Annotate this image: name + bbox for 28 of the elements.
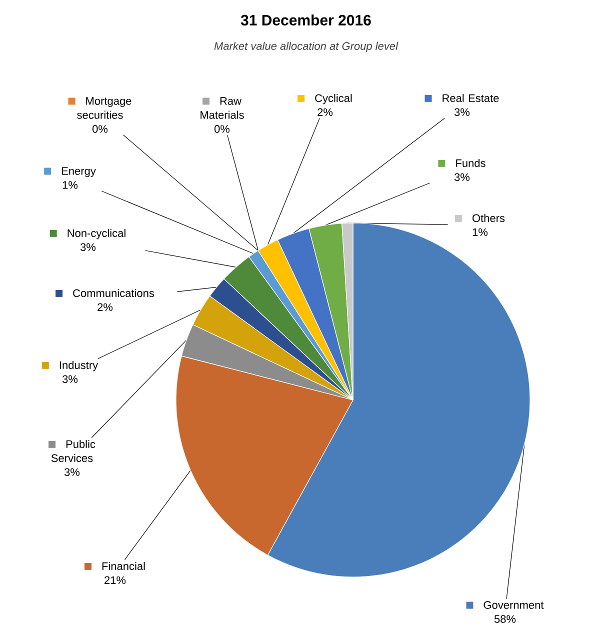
legend-label: Cyclical [315,94,352,104]
data-label: 3% [80,243,96,252]
data-label: 2% [98,303,113,312]
legend-label: Public Services [51,440,96,462]
legend-label: Financial [102,562,145,570]
legend-label: Mortgage securities [77,97,132,119]
legend-label: Energy [62,167,96,178]
legend-label: Real Estate [442,94,499,102]
legend-label: Funds [456,158,486,168]
data-label: 1% [472,228,488,236]
text: 0% [92,125,108,133]
data-label: 21% [104,576,126,584]
data-label: 3% [454,173,470,182]
legend-label: Industry [60,360,98,372]
data-label: 3% [64,468,80,476]
legend-label: Others [472,214,505,222]
text: 0% [214,125,230,133]
data-label: 58% [494,615,516,623]
legend-label: Government [484,601,544,609]
chart-subtitle: Market value allocation at Group level [214,42,398,52]
legend-label: Communications [73,288,154,298]
data-label: 1% [62,181,78,189]
data-label: 3% [454,108,470,116]
data-label: 2% [318,108,333,116]
chart-title: 31 December 2016 [240,14,371,26]
data-label: 3% [62,375,78,384]
legend-label: Raw Materials [200,97,244,119]
legend-label: Non-cyclical [68,228,126,240]
